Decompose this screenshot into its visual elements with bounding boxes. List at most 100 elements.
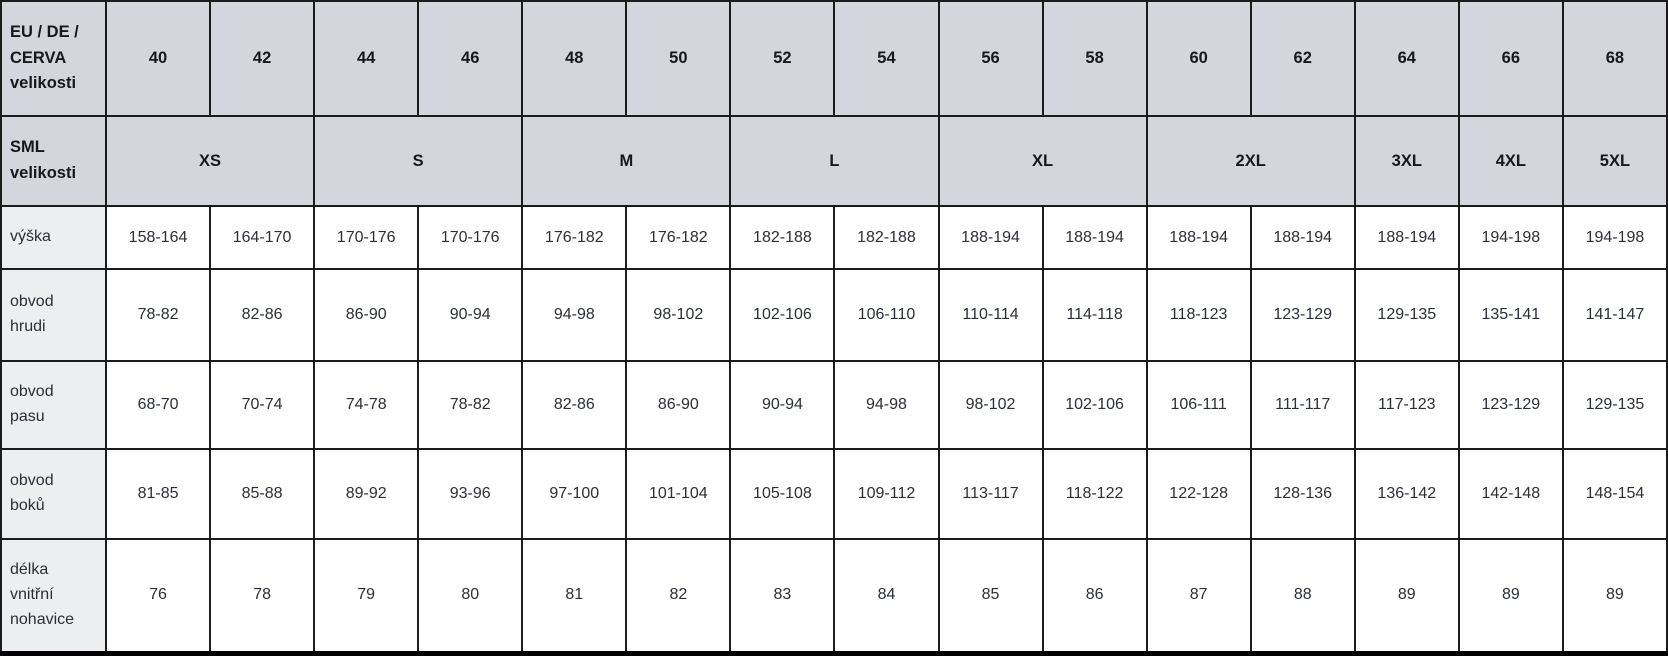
- size-value-cell: 89: [1561, 538, 1668, 654]
- size-value-cell: 142-148: [1457, 448, 1564, 540]
- size-value-cell: 81: [521, 538, 628, 654]
- size-value-cell: 141-147: [1561, 268, 1668, 362]
- sml-row-label: SML velikosti: [0, 115, 107, 207]
- size-value-cell: 170-176: [313, 205, 420, 270]
- eu-size-header-cell: 58: [1041, 0, 1148, 117]
- sml-size-header-cell: 4XL: [1457, 115, 1564, 207]
- size-value-cell: 182-188: [833, 205, 940, 270]
- row-obvod-pasu-label: obvod pasu: [0, 360, 107, 450]
- row-obvod-hrudi: obvod hrudi 78-82 82-86 86-90 90-94 94-98 98-1…: [0, 268, 1668, 362]
- row-obvod-pasu: obvod pasu 68-70 70-74 74-78 78-82 82-86 86-90…: [0, 360, 1668, 450]
- size-value-cell: 101-104: [625, 448, 732, 540]
- size-value-cell: 135-141: [1457, 268, 1564, 362]
- row-obvod-boku: obvod boků 81-85 85-88 89-92 93-96 97-100 101-…: [0, 448, 1668, 540]
- size-value-cell: 113-117: [937, 448, 1044, 540]
- size-value-cell: 188-194: [1353, 205, 1460, 270]
- size-value-cell: 188-194: [1041, 205, 1148, 270]
- size-value-cell: 188-194: [937, 205, 1044, 270]
- eu-size-header-cell: 56: [937, 0, 1044, 117]
- size-value-cell: 164-170: [209, 205, 316, 270]
- size-value-cell: 98-102: [625, 268, 732, 362]
- size-value-cell: 102-106: [1041, 360, 1148, 450]
- size-value-cell: 78: [209, 538, 316, 654]
- row-vyska-label: výška: [0, 205, 107, 270]
- size-value-cell: 78-82: [417, 360, 524, 450]
- size-value-cell: 86-90: [625, 360, 732, 450]
- sml-size-header-cell: 2XL: [1145, 115, 1356, 207]
- eu-de-cerva-row-label: EU / DE / CERVA velikosti: [0, 0, 107, 117]
- size-value-cell: 79: [313, 538, 420, 654]
- size-value-cell: 85-88: [209, 448, 316, 540]
- size-value-cell: 97-100: [521, 448, 628, 540]
- size-value-cell: 182-188: [729, 205, 836, 270]
- size-value-cell: 84: [833, 538, 940, 654]
- size-value-cell: 82-86: [209, 268, 316, 362]
- size-value-cell: 98-102: [937, 360, 1044, 450]
- size-value-cell: 123-129: [1457, 360, 1564, 450]
- size-value-cell: 78-82: [104, 268, 212, 362]
- size-value-cell: 170-176: [417, 205, 524, 270]
- eu-size-header-cell: 50: [625, 0, 732, 117]
- size-value-cell: 105-108: [729, 448, 836, 540]
- sml-size-header-cell: S: [313, 115, 524, 207]
- size-value-cell: 90-94: [417, 268, 524, 362]
- size-value-cell: 70-74: [209, 360, 316, 450]
- size-value-cell: 114-118: [1041, 268, 1148, 362]
- size-value-cell: 188-194: [1249, 205, 1356, 270]
- size-value-cell: 102-106: [729, 268, 836, 362]
- size-value-cell: 86-90: [313, 268, 420, 362]
- row-vyska: výška 158-164 164-170 170-176 170-176 176-182…: [0, 205, 1668, 270]
- size-value-cell: 89: [1353, 538, 1460, 654]
- size-value-cell: 129-135: [1561, 360, 1668, 450]
- eu-size-header-cell: 48: [521, 0, 628, 117]
- sml-size-header-cell: 5XL: [1561, 115, 1668, 207]
- size-value-cell: 93-96: [417, 448, 524, 540]
- size-value-cell: 194-198: [1561, 205, 1668, 270]
- eu-size-header-cell: 46: [417, 0, 524, 117]
- size-value-cell: 118-122: [1041, 448, 1148, 540]
- row-delka-vnitrni-nohavice-label: délka vnitřní nohavice: [0, 538, 107, 654]
- size-value-cell: 123-129: [1249, 268, 1356, 362]
- eu-size-header-cell: 64: [1353, 0, 1460, 117]
- sml-size-header-cell: 3XL: [1353, 115, 1460, 207]
- size-value-cell: 122-128: [1145, 448, 1252, 540]
- size-value-cell: 129-135: [1353, 268, 1460, 362]
- eu-size-header-cell: 52: [729, 0, 836, 117]
- eu-size-header-cell: 40: [104, 0, 212, 117]
- size-value-cell: 158-164: [104, 205, 212, 270]
- size-value-cell: 106-110: [833, 268, 940, 362]
- size-value-cell: 87: [1145, 538, 1252, 654]
- size-value-cell: 194-198: [1457, 205, 1564, 270]
- row-delka-vnitrni-nohavice: délka vnitřní nohavice 76 78 79 80 81 82 83 84 85…: [0, 538, 1668, 654]
- size-value-cell: 111-117: [1249, 360, 1356, 450]
- size-value-cell: 89: [1457, 538, 1564, 654]
- size-value-cell: 106-111: [1145, 360, 1252, 450]
- size-value-cell: 118-123: [1145, 268, 1252, 362]
- size-chart-container: EU / DE / CERVA velikosti 40 42 44 46 48 50 52 5…: [0, 0, 1668, 656]
- size-value-cell: 176-182: [625, 205, 732, 270]
- size-value-cell: 136-142: [1353, 448, 1460, 540]
- size-value-cell: 94-98: [521, 268, 628, 362]
- size-value-cell: 82-86: [521, 360, 628, 450]
- size-chart-body: EU / DE / CERVA velikosti 40 42 44 46 48 50 52 5…: [0, 0, 1668, 654]
- row-obvod-hrudi-label: obvod hrudi: [0, 268, 107, 362]
- size-value-cell: 68-70: [104, 360, 212, 450]
- size-value-cell: 85: [937, 538, 1044, 654]
- size-value-cell: 117-123: [1353, 360, 1460, 450]
- eu-size-header-cell: 60: [1145, 0, 1252, 117]
- sml-size-header-cell: XS: [104, 115, 316, 207]
- sml-size-header-cell: XL: [937, 115, 1148, 207]
- size-value-cell: 94-98: [833, 360, 940, 450]
- size-value-cell: 109-112: [833, 448, 940, 540]
- sml-sizes-row: SML velikosti XS S M L XL 2XL 3XL 4XL 5XL: [0, 115, 1668, 207]
- size-value-cell: 82: [625, 538, 732, 654]
- sml-size-header-cell: M: [521, 115, 732, 207]
- eu-size-header-cell: 62: [1249, 0, 1356, 117]
- size-value-cell: 74-78: [313, 360, 420, 450]
- eu-size-header-cell: 68: [1561, 0, 1668, 117]
- eu-size-header-cell: 66: [1457, 0, 1564, 117]
- size-value-cell: 176-182: [521, 205, 628, 270]
- size-value-cell: 110-114: [937, 268, 1044, 362]
- size-chart-table: EU / DE / CERVA velikosti 40 42 44 46 48 50 52 5…: [0, 0, 1668, 656]
- size-value-cell: 90-94: [729, 360, 836, 450]
